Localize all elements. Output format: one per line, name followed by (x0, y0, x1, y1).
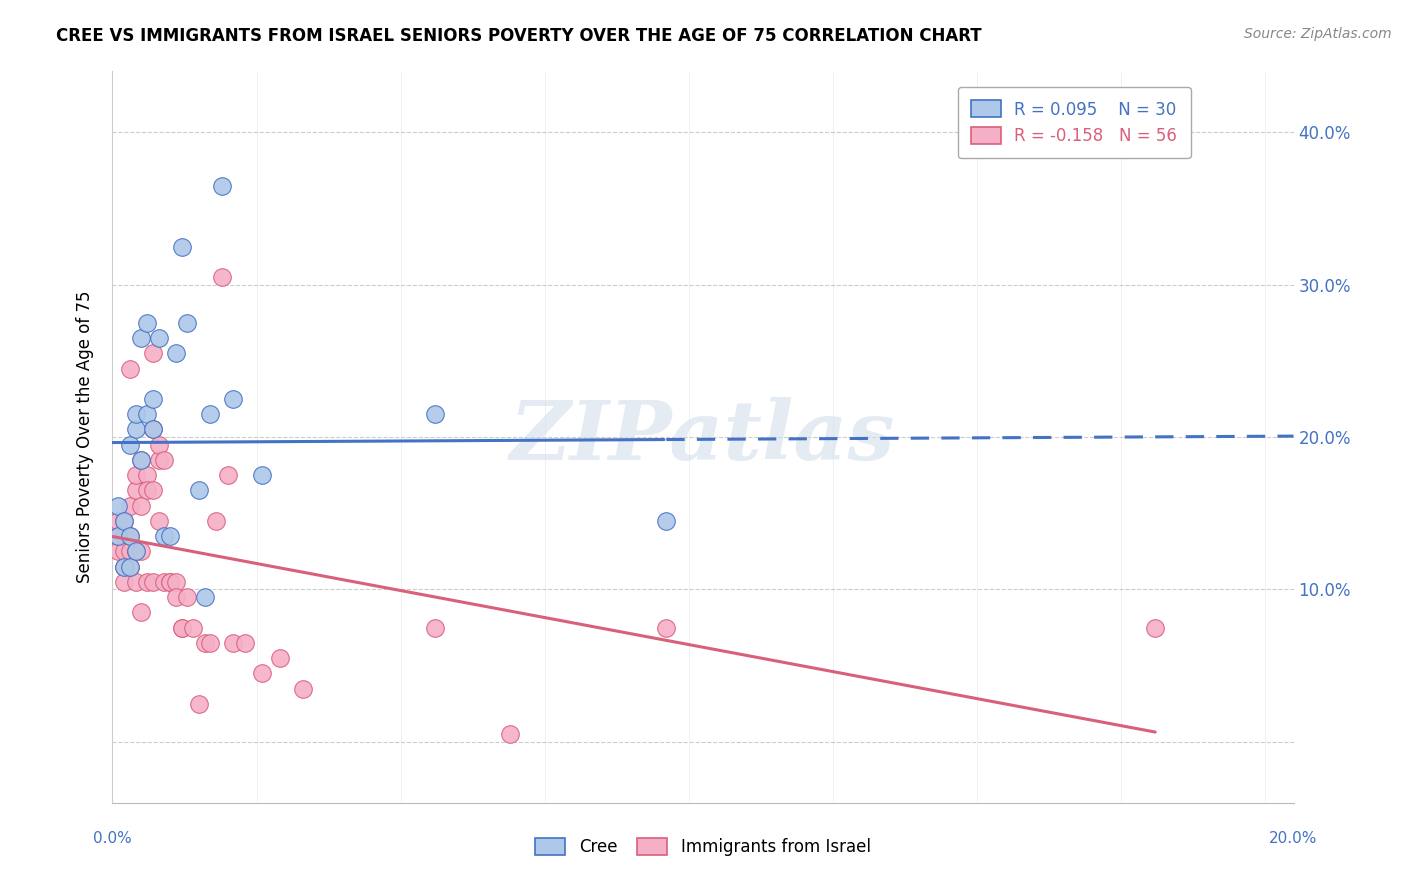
Point (112, 514, 135, 528)
Point (142, 346, 165, 360)
Point (159, 574, 181, 589)
Point (148, 438, 170, 452)
Point (423, 407, 446, 421)
Point (148, 514, 170, 528)
Point (200, 636, 222, 650)
Point (124, 422, 146, 436)
Legend: Cree, Immigrants from Israel: Cree, Immigrants from Israel (524, 826, 882, 868)
Point (107, 529, 129, 543)
Point (159, 529, 181, 543)
Point (142, 422, 165, 436)
Point (153, 529, 176, 543)
Point (118, 438, 141, 452)
Point (107, 514, 129, 528)
Point (211, 270, 233, 285)
Point (187, 483, 209, 498)
Point (112, 544, 135, 558)
Y-axis label: Seniors Poverty Over the Age of 75: Seniors Poverty Over the Age of 75 (76, 291, 94, 583)
Point (170, 239, 193, 253)
Text: 0.0%: 0.0% (93, 831, 132, 846)
Point (252, 666, 274, 681)
Point (222, 636, 245, 650)
Point (142, 422, 165, 436)
Point (222, 392, 245, 406)
Point (159, 574, 181, 589)
Text: 20.0%: 20.0% (1270, 831, 1317, 846)
Point (252, 468, 274, 483)
Point (153, 453, 176, 467)
Point (136, 407, 159, 421)
Point (194, 590, 217, 604)
Point (654, 514, 676, 528)
Point (211, 178, 233, 193)
Point (170, 621, 193, 635)
Point (136, 574, 159, 589)
Point (124, 544, 146, 558)
Point (142, 574, 165, 589)
Point (129, 453, 152, 467)
Point (112, 559, 135, 574)
Point (654, 621, 676, 635)
Point (181, 621, 204, 635)
Point (112, 529, 135, 543)
Point (142, 392, 165, 406)
Point (129, 544, 152, 558)
Point (165, 590, 187, 604)
Point (118, 544, 141, 558)
Point (118, 529, 141, 543)
Point (107, 499, 129, 513)
Point (124, 544, 146, 558)
Point (1144, 621, 1167, 635)
Point (124, 468, 146, 483)
Point (118, 499, 141, 513)
Point (129, 453, 152, 467)
Point (129, 605, 152, 619)
Point (153, 574, 176, 589)
Point (176, 316, 198, 330)
Point (194, 636, 217, 650)
Point (187, 697, 209, 711)
Point (269, 651, 291, 665)
Point (165, 346, 187, 360)
Text: ZIPatlas: ZIPatlas (510, 397, 896, 477)
Point (170, 621, 193, 635)
Point (423, 621, 446, 635)
Point (118, 361, 141, 376)
Point (118, 529, 141, 543)
Point (124, 483, 146, 498)
Point (499, 727, 522, 741)
Point (112, 514, 135, 528)
Point (200, 407, 222, 421)
Point (118, 559, 141, 574)
Point (107, 529, 129, 543)
Point (205, 514, 228, 528)
Text: CREE VS IMMIGRANTS FROM ISRAEL SENIORS POVERTY OVER THE AGE OF 75 CORRELATION CH: CREE VS IMMIGRANTS FROM ISRAEL SENIORS P… (56, 27, 981, 45)
Point (118, 559, 141, 574)
Point (107, 544, 129, 558)
Point (129, 331, 152, 345)
Point (142, 483, 165, 498)
Point (136, 483, 159, 498)
Point (176, 590, 198, 604)
Point (112, 559, 135, 574)
Point (124, 574, 146, 589)
Point (136, 316, 159, 330)
Point (148, 331, 170, 345)
Point (136, 468, 159, 483)
Point (233, 636, 256, 650)
Point (129, 499, 152, 513)
Point (148, 453, 170, 467)
Point (112, 574, 135, 589)
Text: Source: ZipAtlas.com: Source: ZipAtlas.com (1244, 27, 1392, 41)
Point (217, 468, 239, 483)
Point (165, 574, 187, 589)
Point (291, 681, 314, 696)
Point (124, 407, 146, 421)
